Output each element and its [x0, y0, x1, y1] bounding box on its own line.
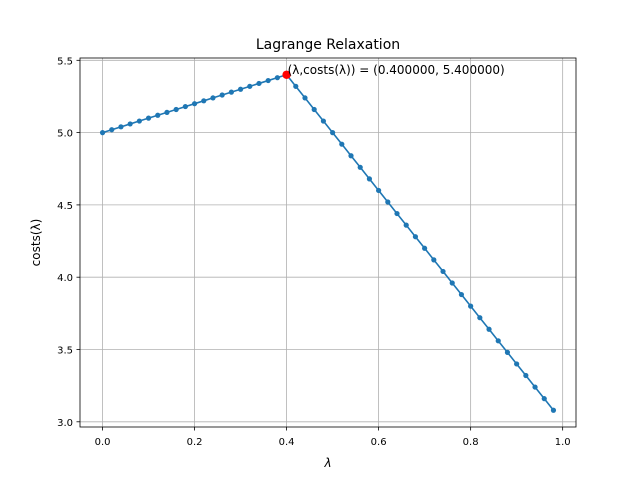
data-point: [376, 187, 382, 194]
data-point: [532, 384, 538, 390]
grid-lines: [80, 58, 576, 427]
data-point: [366, 176, 373, 182]
data-point: [237, 86, 244, 92]
data-point: [164, 109, 170, 115]
data-point: [431, 257, 437, 263]
chart-title: Lagrange Relaxation: [256, 37, 400, 53]
data-point: [486, 326, 492, 332]
data-point: [173, 106, 179, 113]
data-point: [274, 75, 280, 81]
data-point: [136, 118, 142, 124]
axes-frame: [79, 57, 577, 428]
data-point: [311, 106, 317, 113]
y-tick-label: 5.5: [57, 56, 73, 67]
data-point: [302, 95, 308, 101]
highlight-layer: [282, 70, 291, 79]
x-tick-label: 0.8: [463, 437, 479, 448]
data-point: [155, 112, 161, 118]
x-tick-label: 0.4: [279, 437, 295, 448]
x-tick-label: 0.0: [95, 437, 111, 448]
data-point: [219, 92, 225, 98]
data-point: [468, 303, 474, 309]
data-point: [320, 118, 326, 124]
data-point: [523, 372, 529, 379]
data-point: [330, 130, 336, 136]
data-point: [403, 222, 409, 228]
data-point: [385, 199, 391, 205]
y-tick-label: 4.0: [57, 273, 73, 284]
x-tick-label: 0.6: [371, 437, 387, 448]
data-point: [412, 234, 419, 240]
data-point: [541, 396, 547, 402]
data-point: [247, 83, 253, 89]
data-point: [550, 407, 557, 413]
data-point: [182, 103, 188, 110]
data-point: [422, 245, 428, 251]
data-point: [210, 95, 216, 101]
data-point: [127, 121, 133, 127]
data-point: [477, 315, 483, 321]
data-point: [293, 83, 299, 89]
peak-point-marker: [282, 70, 291, 79]
data-point: [495, 338, 501, 344]
data-point: [357, 164, 363, 170]
x-axis-label: λ: [323, 456, 331, 470]
y-tick-label: 4.5: [57, 201, 73, 212]
y-tick-label: 5.0: [57, 129, 73, 140]
y-tick-label: 3.0: [57, 418, 73, 429]
data-point: [109, 127, 115, 133]
data-point: [99, 130, 106, 136]
data-point: [191, 101, 198, 107]
series-layer: [99, 72, 557, 413]
data-point: [504, 349, 511, 355]
data-point: [145, 115, 152, 121]
y-tick-label: 3.5: [57, 345, 73, 356]
x-tick-label: 1.0: [555, 437, 571, 448]
peak-annotation: (λ,costs(λ)) = (0.400000, 5.400000): [288, 63, 505, 77]
data-point: [339, 141, 345, 147]
data-point: [201, 98, 207, 104]
tick-layer: 0.0 0.2 0.4 0.6 0.8 1.0 3.0 3.5 4.0 4.5 5.0 5.5: [57, 56, 571, 448]
data-point: [458, 291, 465, 298]
data-point: [514, 361, 520, 367]
data-point: [348, 153, 354, 159]
data-point: [118, 124, 124, 130]
data-point: [265, 77, 271, 84]
data-point: [449, 280, 455, 286]
y-axis-label: costs(λ): [29, 219, 43, 267]
data-point: [440, 268, 446, 275]
x-tick-label: 0.2: [187, 437, 203, 448]
data-point: [256, 80, 262, 87]
data-point: [228, 89, 234, 95]
data-point: [394, 210, 400, 217]
